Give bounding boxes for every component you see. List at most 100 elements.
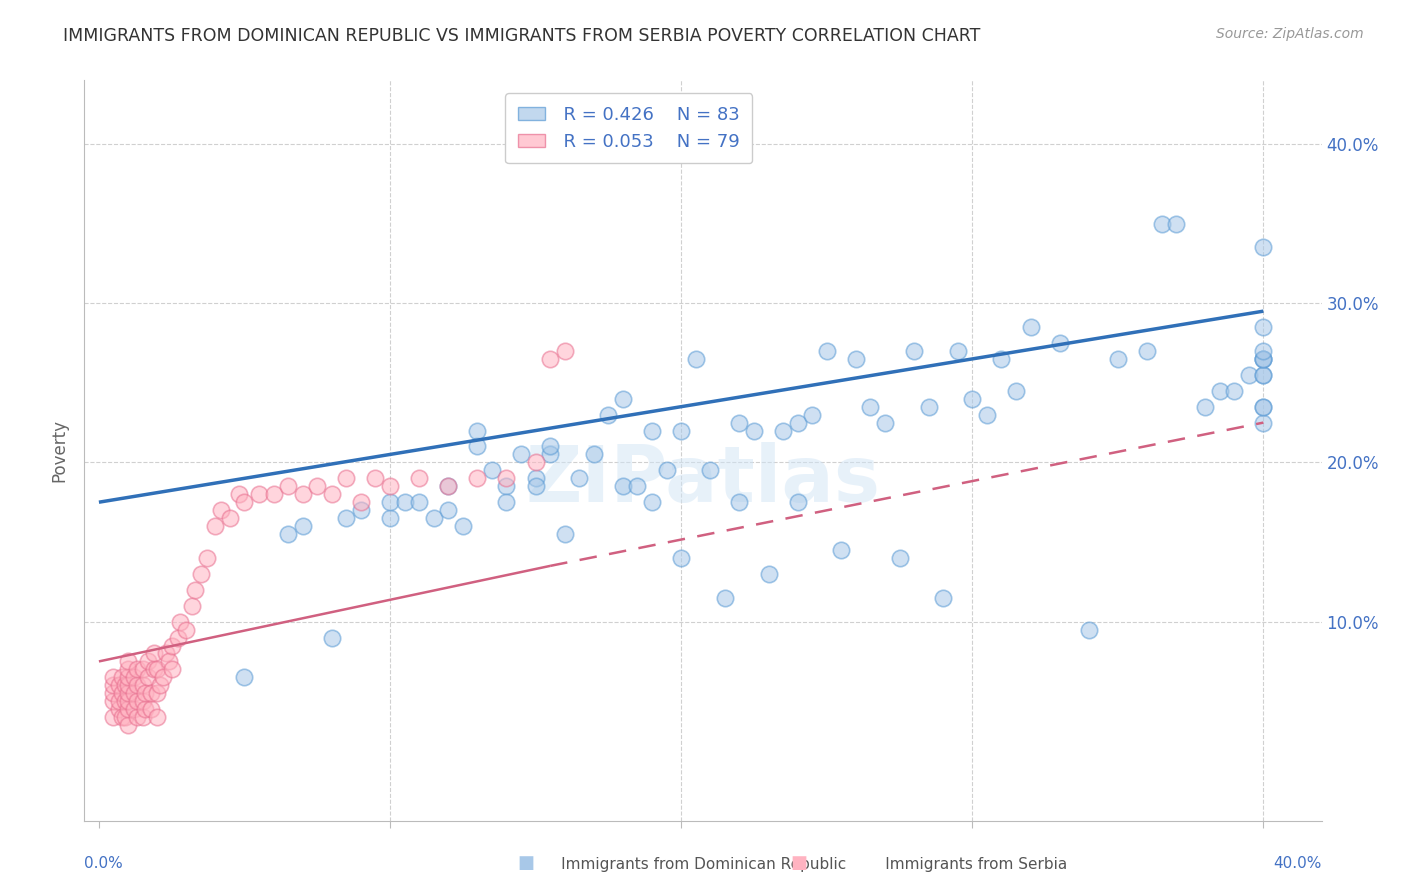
Point xyxy=(742,424,765,438)
Point xyxy=(728,416,751,430)
Point xyxy=(157,655,180,669)
Text: ZIPatlas: ZIPatlas xyxy=(526,442,880,518)
Point xyxy=(321,631,343,645)
Point xyxy=(209,503,232,517)
Point xyxy=(830,543,852,558)
Point xyxy=(378,495,401,509)
Point xyxy=(1253,400,1275,414)
Point xyxy=(1253,368,1275,382)
Point xyxy=(233,670,256,684)
Point xyxy=(152,670,174,684)
Point xyxy=(117,678,139,692)
Point xyxy=(1049,336,1071,351)
Point xyxy=(364,471,387,485)
Point xyxy=(125,710,148,724)
Text: 40.0%: 40.0% xyxy=(1274,856,1322,871)
Point xyxy=(335,471,357,485)
Point xyxy=(103,694,125,708)
Point xyxy=(495,479,517,493)
Point xyxy=(125,694,148,708)
Point xyxy=(554,527,576,541)
Point xyxy=(873,416,896,430)
Point xyxy=(1107,351,1129,366)
Point xyxy=(845,351,868,366)
Point xyxy=(917,400,939,414)
Point xyxy=(141,686,163,700)
Point xyxy=(786,495,808,509)
Point xyxy=(932,591,955,605)
Point xyxy=(247,487,270,501)
Point xyxy=(263,487,285,501)
Point xyxy=(1194,400,1216,414)
Point xyxy=(219,511,242,525)
Point xyxy=(134,702,156,716)
Point xyxy=(1253,416,1275,430)
Point xyxy=(451,519,474,533)
Y-axis label: Poverty: Poverty xyxy=(51,419,69,482)
Point xyxy=(228,487,250,501)
Point xyxy=(114,678,136,692)
Point xyxy=(394,495,416,509)
Point xyxy=(669,424,692,438)
Point xyxy=(1209,384,1232,398)
Point xyxy=(1253,351,1275,366)
Point xyxy=(350,495,373,509)
Point xyxy=(146,710,169,724)
Point xyxy=(141,702,163,716)
Point xyxy=(408,471,430,485)
Point xyxy=(524,479,547,493)
Legend:   R = 0.426    N = 83,   R = 0.053    N = 79: R = 0.426 N = 83, R = 0.053 N = 79 xyxy=(505,93,752,163)
Point xyxy=(184,582,207,597)
Point xyxy=(1019,320,1042,334)
Point xyxy=(626,479,648,493)
Point xyxy=(350,503,373,517)
Point xyxy=(181,599,204,613)
Point xyxy=(155,647,177,661)
Point xyxy=(1005,384,1028,398)
Point xyxy=(598,408,620,422)
Point xyxy=(655,463,678,477)
Point xyxy=(859,400,882,414)
Point xyxy=(117,686,139,700)
Point xyxy=(103,670,125,684)
Point xyxy=(143,662,166,676)
Point xyxy=(117,662,139,676)
Point xyxy=(277,479,299,493)
Point xyxy=(612,479,634,493)
Point xyxy=(291,487,314,501)
Point xyxy=(538,351,561,366)
Point xyxy=(728,495,751,509)
Point xyxy=(111,710,134,724)
Point xyxy=(307,479,329,493)
Point xyxy=(758,566,780,581)
Point xyxy=(568,471,591,485)
Point xyxy=(117,694,139,708)
Point xyxy=(125,678,148,692)
Point xyxy=(641,424,664,438)
Point xyxy=(143,647,166,661)
Point xyxy=(149,678,172,692)
Point xyxy=(786,416,808,430)
Point xyxy=(166,631,188,645)
Point xyxy=(138,670,160,684)
Point xyxy=(976,408,998,422)
Point xyxy=(131,710,153,724)
Point xyxy=(378,511,401,525)
Point xyxy=(321,487,343,501)
Point xyxy=(108,702,131,716)
Point xyxy=(467,440,489,454)
Point xyxy=(437,479,460,493)
Point xyxy=(111,686,134,700)
Point xyxy=(495,495,517,509)
Point xyxy=(1136,343,1159,358)
Point xyxy=(538,447,561,461)
Point xyxy=(772,424,794,438)
Point xyxy=(467,471,489,485)
Point xyxy=(169,615,191,629)
Point xyxy=(815,343,838,358)
Point xyxy=(641,495,664,509)
Point xyxy=(122,670,145,684)
Point xyxy=(103,678,125,692)
Point xyxy=(437,503,460,517)
Point xyxy=(125,662,148,676)
